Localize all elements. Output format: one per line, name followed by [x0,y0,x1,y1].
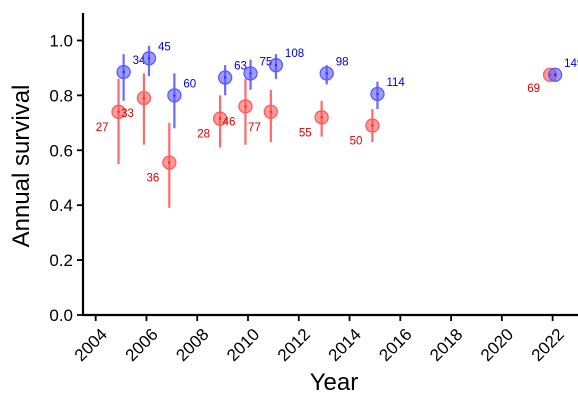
x-tick-label: 2020 [477,325,517,365]
x-tick-label: 2018 [426,325,466,365]
y-axis-title: Annual survival [8,85,35,248]
y-ticks: 0.0 0.2 0.4 0.6 0.8 1.0 [49,31,83,325]
sample-size-label: 36 [147,173,160,185]
sample-size-label: 50 [350,136,363,148]
data-marks: 273336284677555069344560637510898114149 [96,41,578,208]
sample-size-label: 55 [299,127,312,139]
data-point-center [218,117,222,120]
data-point-center [224,76,227,79]
data-point-center [325,72,328,75]
x-tick-label: 2004 [71,325,111,365]
x-tick-label: 2008 [172,325,212,365]
sample-size-label: 60 [183,78,196,90]
x-ticks: 2004 2006 2008 2010 2012 2014 2016 2018 2020 2022 [71,315,568,365]
sample-size-label: 63 [234,61,247,73]
sample-size-label: 77 [248,122,261,134]
data-point-center [269,110,272,113]
x-tick-label: 2014 [325,325,365,365]
sample-size-label: 108 [285,48,304,60]
data-point-center [274,64,278,67]
x-tick-label: 2006 [122,325,162,365]
series-group: 344560637510898114149 [116,41,578,129]
sample-size-label: 114 [386,77,405,89]
data-point-center [117,110,120,113]
data-point-center [168,161,171,164]
x-tick-label: 2022 [528,325,568,365]
y-tick-label: 1.0 [49,31,73,50]
data-point-center [122,70,125,74]
data-point-center [173,94,176,97]
sample-size-label: 69 [527,83,540,95]
data-point-center [320,116,323,119]
x-axis-title: Year [310,369,359,395]
series-group: 27 33 36 28 46 77 55 50 69 [96,67,558,208]
sample-size-label: 27 [96,122,109,134]
data-point-center [249,72,252,75]
y-tick-label: 0.8 [49,86,73,105]
y-tick-label: 0.2 [49,251,73,270]
sample-size-label: 98 [336,56,349,68]
data-point-center [371,124,374,127]
data-point-center [147,57,151,60]
sample-size-label: 149 [564,58,578,70]
data-point-center [554,73,557,76]
x-tick-label: 2016 [375,325,415,365]
y-tick-label: 0.6 [49,141,73,160]
sample-size-label: 33 [121,108,134,120]
data-point-center [244,105,247,108]
sample-size-label: 28 [197,129,210,141]
sample-size-label: 46 [223,116,236,128]
sample-size-label: 45 [158,41,171,53]
axes: 0.0 0.2 0.4 0.6 0.8 1.0 2004 2006 2008 2010 2012 2… [49,13,578,365]
y-tick-label: 0.4 [49,196,73,215]
data-point-center [142,97,146,100]
y-tick-label: 0.0 [49,306,73,325]
data-point-center [376,92,379,96]
x-tick-label: 2010 [223,325,263,365]
x-tick-label: 2012 [274,325,314,365]
